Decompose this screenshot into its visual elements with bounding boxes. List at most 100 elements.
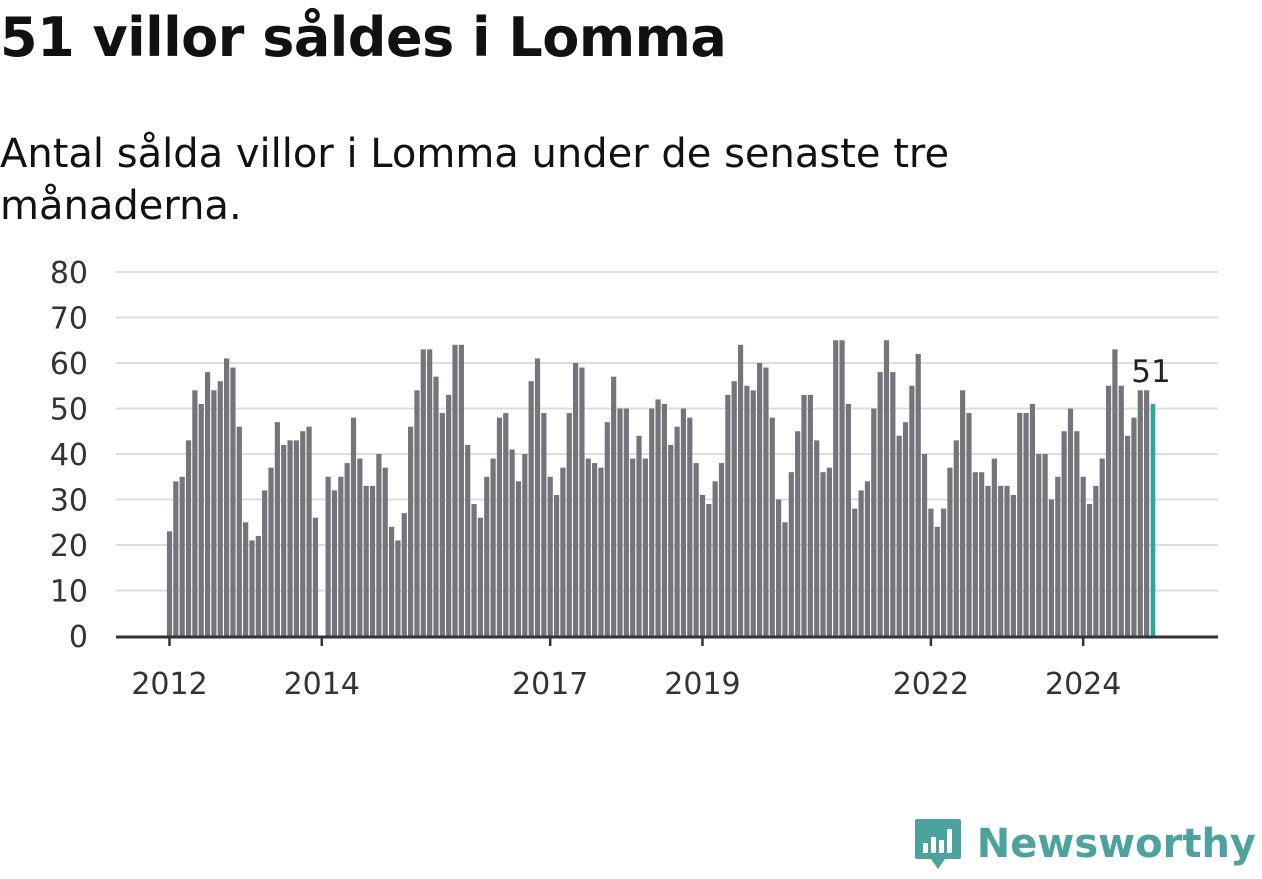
bar: [230, 367, 236, 636]
bar: [382, 467, 388, 636]
bar: [528, 381, 534, 636]
bar: [756, 363, 763, 636]
chart-title: 51 villor såldes i Lomma: [0, 6, 727, 69]
bar: [902, 422, 909, 636]
bar: [1086, 504, 1093, 636]
bar: [490, 458, 496, 636]
x-axis: 2012 2014 2017 2019 2022 2024: [116, 635, 1218, 702]
bar: [572, 363, 579, 636]
bar: [706, 504, 712, 636]
bar: [947, 467, 953, 636]
x-tick-label: 2012: [131, 667, 207, 702]
bar: [357, 458, 363, 636]
bar: [471, 504, 477, 636]
bar: [255, 535, 261, 636]
bar: [909, 385, 915, 636]
bar: [877, 372, 883, 636]
bar: [883, 340, 890, 636]
brand-name: Newsworthy: [976, 821, 1256, 867]
bar: [940, 508, 947, 636]
bar-series: [166, 340, 1156, 636]
bar: [972, 472, 978, 636]
bar: [1131, 417, 1137, 636]
bar: [204, 372, 211, 636]
bar: [1055, 476, 1061, 636]
bar: [452, 344, 458, 636]
bar: [312, 517, 319, 636]
bar: [1093, 485, 1099, 636]
bar: [871, 408, 877, 636]
bar: [807, 394, 813, 636]
bar: [484, 476, 490, 636]
bar: [1074, 431, 1080, 636]
bar: [852, 508, 858, 636]
bar: [1124, 435, 1131, 636]
bar: [642, 458, 648, 636]
bar: [236, 426, 242, 636]
bar: [274, 422, 280, 636]
bar: [585, 458, 591, 636]
x-tick-label: 2017: [512, 667, 588, 702]
x-tick-label: 2022: [893, 667, 969, 702]
bar: [915, 353, 921, 636]
bar: [325, 476, 331, 636]
bar: [826, 467, 832, 636]
bar: [953, 440, 959, 636]
bar: [509, 449, 515, 636]
bar: [712, 481, 718, 636]
bar: [814, 440, 820, 636]
y-tick-label: 30: [50, 484, 88, 519]
bar: [579, 367, 585, 636]
bar: [420, 349, 426, 636]
bar: [344, 463, 350, 636]
bar: [998, 485, 1004, 636]
bar: [363, 485, 369, 636]
bar: [820, 472, 826, 636]
y-tick-label: 40: [50, 438, 88, 473]
bar: [306, 426, 312, 636]
bar: [839, 340, 845, 636]
bar: [750, 390, 756, 636]
x-tick-label: 2019: [664, 667, 740, 702]
bar: [1118, 385, 1124, 636]
data-labels: 51: [1131, 354, 1170, 390]
bar: [674, 426, 680, 636]
bar: [979, 472, 985, 636]
bar: [661, 403, 668, 636]
bar: [547, 476, 553, 636]
bar: [1029, 403, 1036, 636]
bar: [725, 394, 731, 636]
bar: [465, 444, 471, 636]
bar: [243, 522, 249, 636]
bar: [1042, 454, 1048, 636]
bar: [522, 454, 528, 636]
bar: [630, 458, 636, 636]
bar: [896, 435, 902, 636]
newsworthy-brand: Newsworthy: [913, 817, 1256, 871]
last-value-label: 51: [1131, 354, 1170, 390]
bar: [1137, 390, 1143, 636]
bar: [331, 490, 338, 636]
bar: [776, 499, 782, 636]
bar: [553, 494, 560, 636]
bar: [731, 381, 737, 636]
x-tick-label: 2024: [1045, 667, 1121, 702]
bar: [217, 381, 223, 636]
bar: [604, 422, 610, 636]
bar: [864, 481, 871, 636]
bar: [179, 476, 185, 636]
bar: [173, 481, 179, 636]
x-tick-label: 2014: [284, 667, 360, 702]
bar: [1004, 485, 1010, 636]
bar: [376, 454, 382, 636]
bar: [934, 526, 940, 636]
bar: [801, 394, 807, 636]
bar: [1080, 476, 1086, 636]
bar: [534, 358, 541, 636]
bar: [788, 472, 794, 636]
bar: [655, 399, 661, 636]
bar: [687, 417, 693, 636]
bar: [185, 440, 192, 636]
bar: [668, 444, 674, 636]
